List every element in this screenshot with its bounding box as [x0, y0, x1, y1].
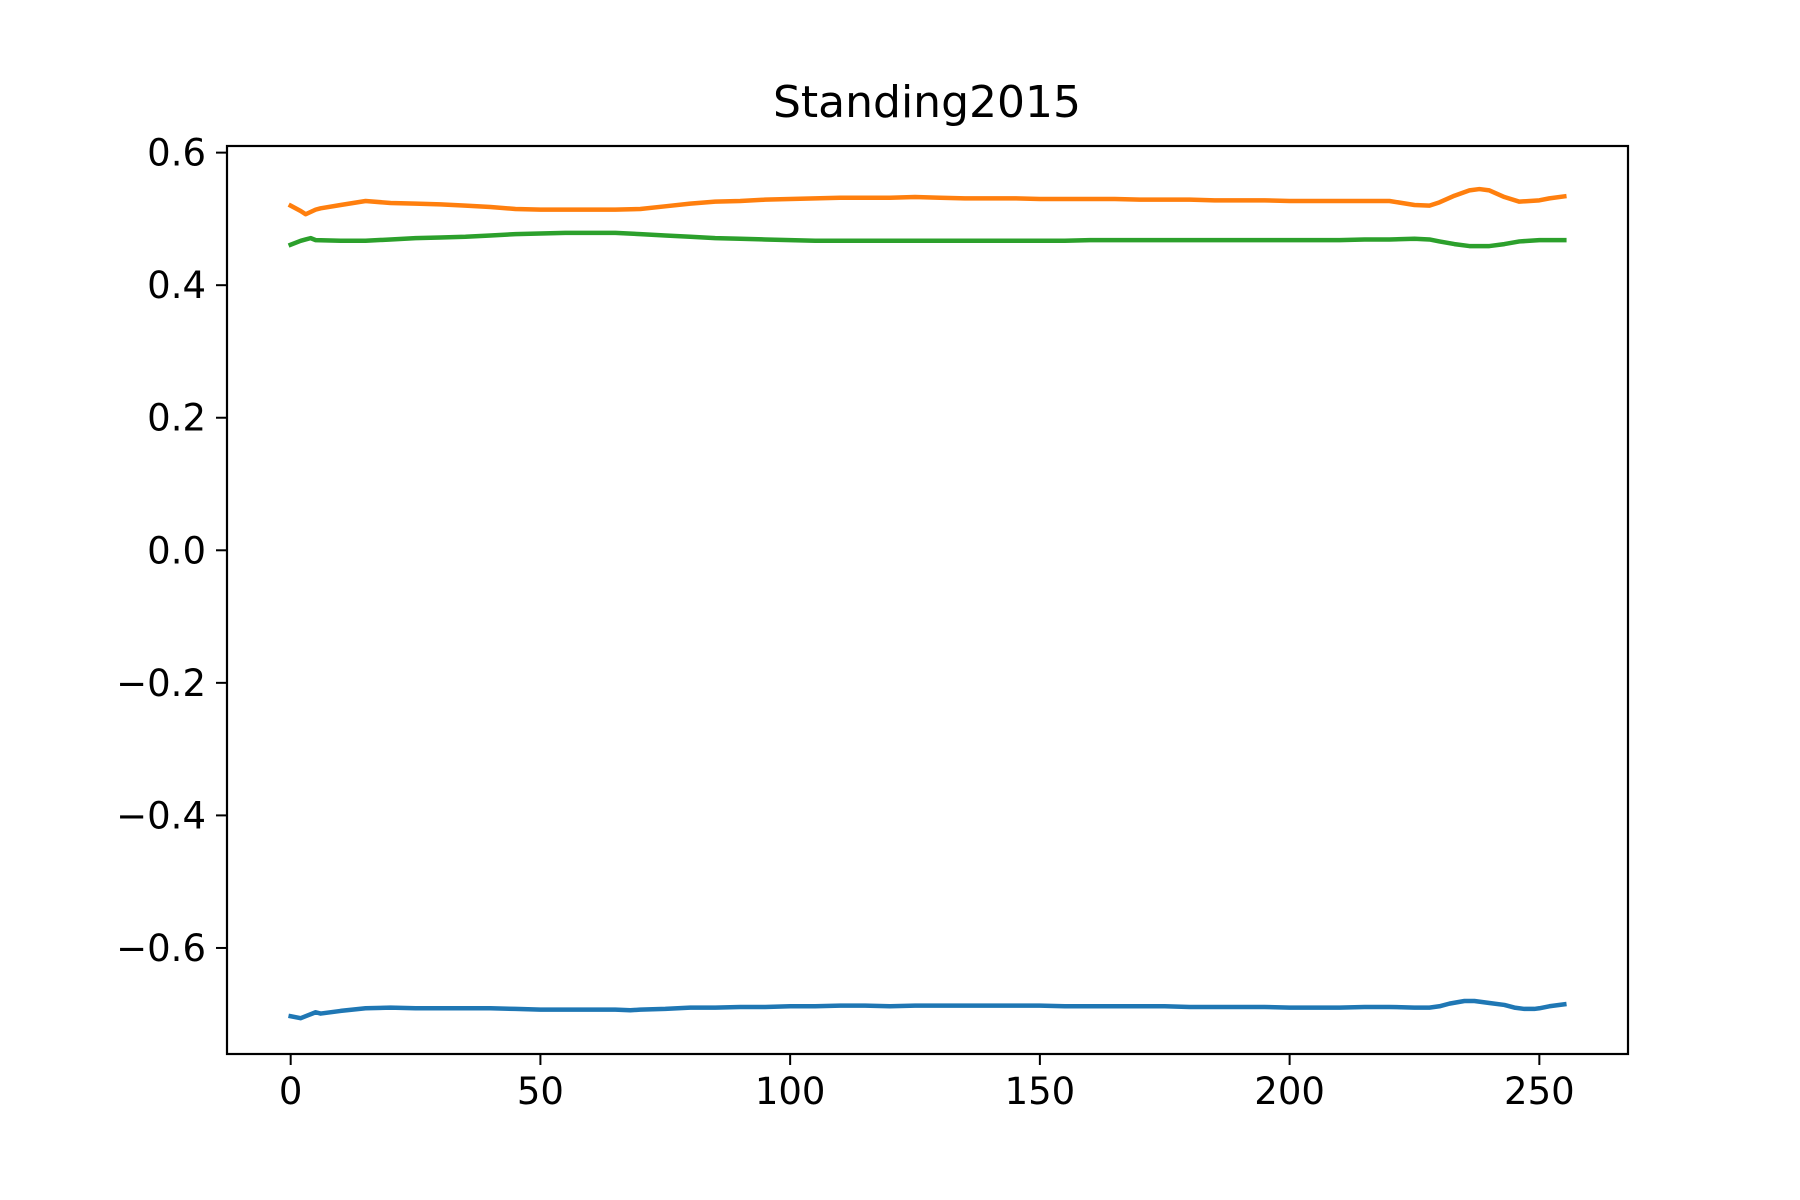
x-tick-label: 150 [1005, 1070, 1076, 1113]
chart-title: Standing2015 [773, 77, 1081, 128]
y-axis: −0.6 −0.4 −0.2 0.0 0.2 0.4 0.6 [116, 132, 227, 970]
x-tick-label: 50 [517, 1070, 564, 1113]
series-line-1 [288, 998, 1567, 1021]
series-layer [287, 186, 1567, 1021]
series-line-2 [287, 186, 1567, 217]
x-tick-label: 100 [755, 1070, 826, 1113]
y-tick-label: 0.4 [147, 264, 206, 307]
y-tick-label: 0.2 [147, 397, 206, 440]
x-tick-label: 0 [279, 1070, 303, 1113]
x-tick-label: 250 [1504, 1070, 1575, 1113]
y-tick-label: 0.0 [147, 529, 206, 572]
y-tick-label: −0.2 [116, 662, 206, 705]
x-tick-label: 200 [1254, 1070, 1325, 1113]
series-line-3 [287, 230, 1567, 249]
y-tick-label: −0.4 [116, 794, 206, 837]
x-axis: 0 50 100 150 200 250 [279, 1054, 1575, 1113]
plot-area-frame [225, 144, 1630, 1056]
y-tick-label: 0.6 [147, 132, 206, 175]
y-tick-label: −0.6 [116, 927, 206, 970]
